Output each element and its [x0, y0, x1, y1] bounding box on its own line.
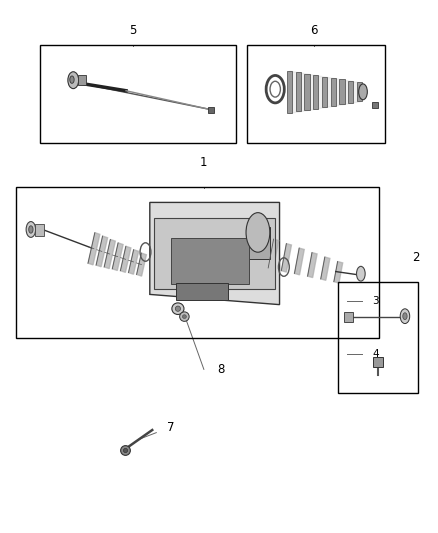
Polygon shape [120, 246, 131, 272]
Text: 2: 2 [412, 251, 420, 264]
Bar [322, 77, 327, 107]
Ellipse shape [175, 306, 180, 311]
Polygon shape [334, 262, 343, 283]
Ellipse shape [68, 72, 79, 88]
Ellipse shape [403, 313, 407, 320]
Text: 1: 1 [200, 156, 208, 169]
Bar [339, 79, 345, 104]
Polygon shape [128, 249, 139, 274]
Bar [357, 82, 362, 101]
Polygon shape [137, 253, 146, 276]
Text: 8: 8 [217, 363, 224, 376]
Ellipse shape [26, 222, 35, 237]
Bar [338, 282, 418, 393]
Ellipse shape [246, 213, 270, 252]
Bar [331, 78, 336, 106]
Bar [154, 218, 275, 289]
Polygon shape [150, 203, 279, 305]
Ellipse shape [70, 76, 74, 83]
Ellipse shape [400, 309, 410, 324]
Ellipse shape [180, 312, 189, 321]
Bar [304, 74, 310, 110]
Bar [16, 188, 379, 338]
Bar [171, 238, 249, 284]
Text: 6: 6 [311, 24, 318, 37]
Bar [247, 45, 385, 142]
Polygon shape [104, 239, 115, 269]
Bar [176, 283, 228, 300]
Bar [296, 72, 301, 111]
Polygon shape [96, 236, 108, 266]
Bar [373, 357, 383, 367]
Bar [78, 75, 86, 85]
Polygon shape [268, 239, 279, 269]
Bar [39, 45, 236, 142]
Bar [287, 71, 292, 113]
Text: 7: 7 [167, 421, 175, 434]
Polygon shape [321, 257, 330, 280]
Bar [246, 227, 270, 259]
Polygon shape [294, 248, 304, 275]
Bar [344, 312, 353, 322]
Bar [348, 81, 353, 103]
Ellipse shape [183, 315, 186, 318]
Ellipse shape [359, 84, 367, 100]
Bar [313, 75, 318, 109]
Ellipse shape [172, 303, 184, 314]
Polygon shape [281, 244, 291, 272]
Bar [35, 224, 44, 236]
Ellipse shape [29, 226, 33, 233]
Polygon shape [307, 253, 317, 278]
Text: 3: 3 [372, 296, 379, 306]
Ellipse shape [357, 266, 365, 281]
Text: 5: 5 [129, 24, 136, 37]
Text: 4: 4 [372, 349, 379, 359]
Polygon shape [88, 233, 100, 265]
Polygon shape [112, 243, 123, 270]
